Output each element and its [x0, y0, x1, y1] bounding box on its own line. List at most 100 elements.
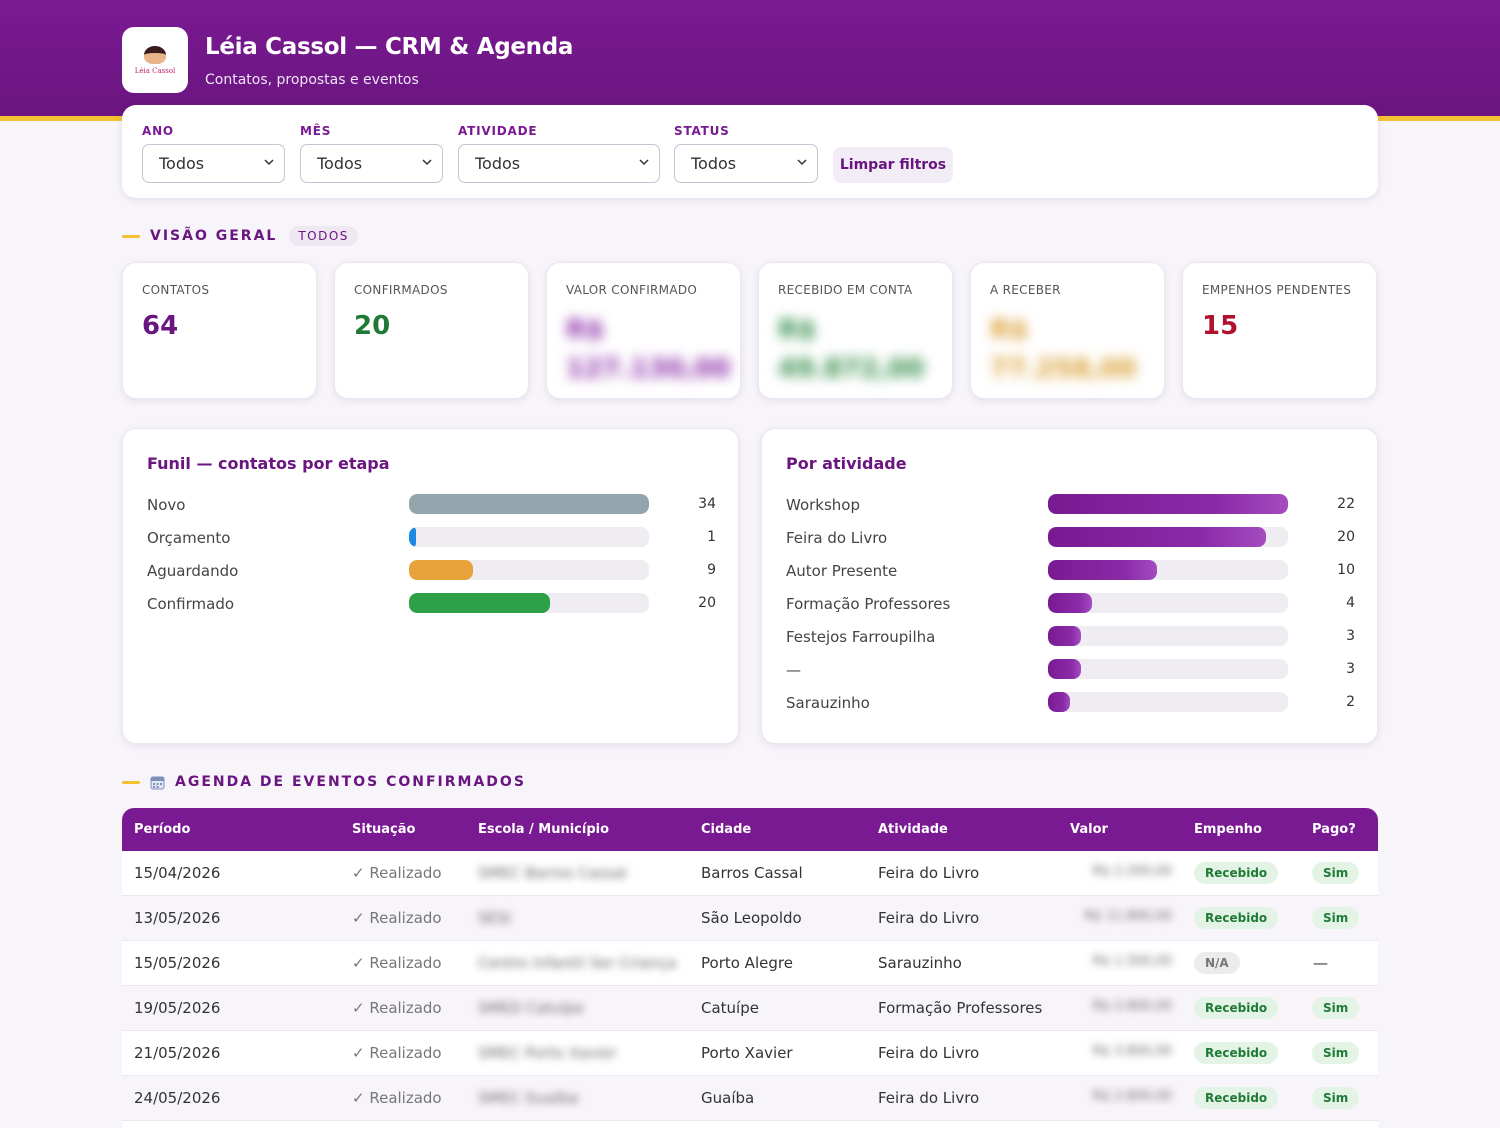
col-valor[interactable]: Valor [1070, 822, 1108, 837]
kpi-currency: R$ [990, 315, 1029, 345]
kpi-currency: R$ [566, 315, 605, 345]
page-subtitle: Contatos, propostas e eventos [205, 72, 419, 88]
col-periodo[interactable]: Período [134, 822, 191, 837]
funnel-count: 20 [698, 595, 716, 611]
cell-cidade: Guaíba [701, 1089, 755, 1107]
table-row[interactable]: 21/05/2026 ✓ Realizado SMEC Porto Xavier Po… [122, 1031, 1378, 1076]
cell-atividade: Feira do Livro [878, 864, 980, 882]
activity-label: Sarauzinho [786, 694, 870, 712]
cell-valor: R$ 11.800,00 [1084, 909, 1172, 924]
col-situacao[interactable]: Situação [352, 822, 416, 837]
funnel-bar-track [409, 494, 649, 514]
table-row[interactable]: 13/05/2026 ✓ Realizado SESI São Leopoldo Fei… [122, 896, 1378, 941]
table-row[interactable]: 15/04/2026 ✓ Realizado SMEC Barros Cassal B… [122, 851, 1378, 896]
kpi-card-confirmados: CONFIRMADOS 20 [334, 262, 529, 399]
activity-bar [1048, 692, 1070, 712]
funnel-row: Orçamento 1 [147, 527, 717, 549]
activity-count: 20 [1337, 529, 1355, 545]
funnel-stage-label: Confirmado [147, 595, 235, 613]
cell-atividade: Feira do Livro [878, 1044, 980, 1062]
col-atividade[interactable]: Atividade [878, 822, 948, 837]
col-pago[interactable]: Pago? [1312, 822, 1356, 837]
funnel-count: 1 [707, 529, 716, 545]
activity-label: Feira do Livro [786, 529, 888, 547]
col-empenho[interactable]: Empenho [1194, 822, 1262, 837]
table-header: Período Situação Escola / Município Cida… [122, 808, 1378, 851]
pago-badge: Sim [1312, 997, 1360, 1019]
filter-ano-select[interactable]: Todos [142, 144, 285, 183]
filter-atividade-select[interactable]: Todos [458, 144, 660, 183]
activity-label: Formação Professores [786, 595, 951, 613]
col-escola[interactable]: Escola / Município [478, 822, 610, 837]
filter-status-label: STATUS [674, 124, 730, 138]
kpi-value: 64 [142, 311, 179, 341]
overview-filter-badge: TODOS [289, 226, 358, 246]
activity-count: 10 [1337, 562, 1355, 578]
agenda-title: AGENDA DE EVENTOS CONFIRMADOS [175, 774, 526, 790]
activity-bar [1048, 593, 1092, 613]
filter-status-value: Todos [691, 154, 737, 173]
cell-periodo: 15/04/2026 [134, 864, 221, 882]
activity-bar-track [1048, 692, 1288, 712]
filters-panel: ANO Todos MÊS Todos ATIVIDADE Todos STAT… [122, 105, 1378, 198]
chevron-down-icon [797, 159, 807, 166]
funnel-bar-track [409, 527, 649, 547]
pago-badge: Sim [1312, 907, 1360, 929]
table-row[interactable]: 24/05/2026 ✓ Realizado SMEC Guaíba Guaíba Fe… [122, 1076, 1378, 1121]
empenho-badge: Recebido [1194, 1087, 1279, 1109]
empenho-badge: Recebido [1194, 997, 1279, 1019]
activity-row: Sarauzinho 2 [786, 692, 1356, 714]
activity-bar [1048, 527, 1266, 547]
cell-cidade: Barros Cassal [701, 864, 803, 882]
pago-value: — [1313, 954, 1328, 972]
kpi-card-recebido-em-conta: RECEBIDO EM CONTA R$ 49.872,00 [758, 262, 953, 399]
funnel-count: 34 [698, 496, 716, 512]
activity-label: Autor Presente [786, 562, 898, 580]
cell-valor: R$ 2.800,00 [1092, 999, 1172, 1014]
activity-bar-track [1048, 494, 1288, 514]
cell-escola: SMEC Guaíba [478, 1089, 579, 1107]
empenho-badge: Recebido [1194, 907, 1279, 929]
chevron-down-icon [264, 159, 274, 166]
cell-situacao: ✓ Realizado [352, 1044, 442, 1062]
empenho-badge: Recebido [1194, 862, 1279, 884]
filter-mes-select[interactable]: Todos [300, 144, 443, 183]
section-dash [122, 780, 140, 784]
cell-valor: R$ 3.800,00 [1092, 1044, 1172, 1059]
kpi-amount: 127.130,00 [566, 354, 731, 384]
cell-valor: R$ 2.200,00 [1092, 864, 1172, 879]
filter-status-select[interactable]: Todos [674, 144, 818, 183]
cell-escola: SMEC Barros Cassal [478, 864, 627, 882]
table-row[interactable]: 19/05/2026 ✓ Realizado SMED Catuípe Catuípe… [122, 986, 1378, 1031]
filter-mes-label: MÊS [300, 124, 332, 138]
cell-situacao: ✓ Realizado [352, 999, 442, 1017]
funnel-panel: Funil — contatos por etapa Novo 34 Orçamen… [122, 428, 739, 744]
clear-filters-button[interactable]: Limpar filtros [833, 147, 953, 183]
funnel-bar [409, 527, 416, 547]
kpi-label: VALOR CONFIRMADO [566, 283, 698, 297]
funnel-bar [409, 593, 550, 613]
empenho-badge: N/A [1194, 952, 1240, 974]
cell-periodo: 24/05/2026 [134, 1089, 221, 1107]
pago-badge: Sim [1312, 1087, 1360, 1109]
chevron-down-icon [422, 159, 432, 166]
cell-situacao: ✓ Realizado [352, 864, 442, 882]
activity-count: 4 [1346, 595, 1355, 611]
cell-valor: R$ 2.800,00 [1092, 1089, 1172, 1104]
empenho-badge: Recebido [1194, 1042, 1279, 1064]
kpi-value-blurred: R$ 77.258,00 [990, 311, 1136, 389]
cell-periodo: 19/05/2026 [134, 999, 221, 1017]
kpi-label: EMPENHOS PENDENTES [1202, 283, 1352, 297]
activity-bar [1048, 560, 1157, 580]
activity-bar-track [1048, 593, 1288, 613]
table-row[interactable]: 15/05/2026 ✓ Realizado Centro Infantil Ser… [122, 941, 1378, 986]
cell-periodo: 13/05/2026 [134, 909, 221, 927]
brand-logo[interactable]: Léia Cassol [122, 27, 188, 93]
funnel-stage-label: Novo [147, 496, 186, 514]
funnel-row: Novo 34 [147, 494, 717, 516]
filter-mes-value: Todos [317, 154, 363, 173]
activity-label: — [786, 661, 801, 679]
col-cidade[interactable]: Cidade [701, 822, 752, 837]
kpi-card-contatos: CONTATOS 64 [122, 262, 317, 399]
kpi-value: 20 [354, 311, 391, 341]
